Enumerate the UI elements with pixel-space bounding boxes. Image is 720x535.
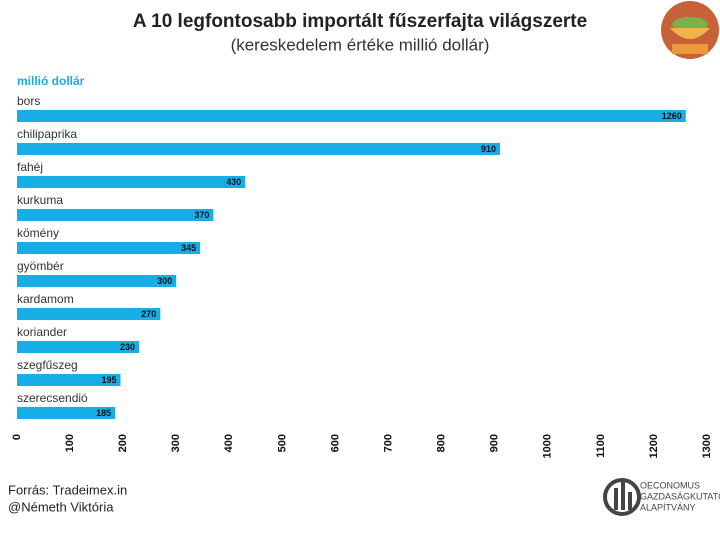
value-label: 910 [481, 144, 496, 154]
bar [17, 110, 686, 122]
value-label: 300 [157, 276, 172, 286]
author: @Németh Viktória [8, 499, 114, 514]
chart-title: A 10 legfontosabb importált fűszerfajta … [133, 11, 587, 32]
value-label: 270 [141, 309, 156, 319]
logo-text: GAZDASÁGKUTATÓ [640, 491, 720, 501]
x-tick-label: 800 [436, 434, 448, 452]
chart-subtitle: (kereskedelem értéke millió dollár) [231, 35, 490, 54]
x-tick-label: 0 [11, 434, 23, 440]
x-tick-label: 500 [276, 434, 288, 452]
logo-text: ALAPÍTVÁNY [640, 502, 696, 512]
bar [17, 407, 116, 419]
logo-mark [603, 478, 641, 516]
value-label: 345 [181, 243, 196, 253]
category-label: fahéj [17, 160, 43, 174]
category-label: szerecsendió [17, 391, 88, 405]
value-label: 195 [101, 375, 116, 385]
category-label: gyömbér [17, 259, 64, 273]
x-tick-label: 600 [329, 434, 341, 452]
x-tick-label: 1100 [595, 434, 607, 458]
x-tick-label: 700 [382, 434, 394, 452]
axis-label: millió dollár [17, 74, 85, 88]
category-label: kömény [17, 226, 59, 240]
bar [17, 275, 177, 287]
x-tick-label: 200 [117, 434, 129, 452]
category-label: bors [17, 94, 40, 108]
bar [17, 341, 140, 353]
x-tick-label: 300 [170, 434, 182, 452]
source: Forrás: Tradeimex.in [8, 482, 127, 497]
value-label: 1260 [662, 111, 682, 121]
category-label: kurkuma [17, 193, 63, 207]
bar [17, 143, 500, 155]
value-label: 230 [120, 342, 135, 352]
logo-text: OECONOMUS [640, 480, 700, 490]
x-tick-label: 1300 [701, 434, 713, 458]
category-label: chilipaprika [17, 127, 77, 141]
bar [17, 374, 121, 386]
category-label: szegfűszeg [17, 358, 78, 372]
bar [17, 176, 246, 188]
spice-icon [661, 1, 719, 59]
bar [17, 308, 161, 320]
x-tick-label: 900 [489, 434, 501, 452]
x-tick-label: 1200 [648, 434, 660, 458]
bar [17, 242, 201, 254]
x-tick-label: 100 [64, 434, 76, 452]
x-tick-label: 400 [223, 434, 235, 452]
bar [17, 209, 214, 221]
x-tick-label: 1000 [542, 434, 554, 458]
value-label: 430 [226, 177, 241, 187]
value-label: 370 [194, 210, 209, 220]
category-label: koriander [17, 325, 67, 339]
value-label: 185 [96, 408, 111, 418]
category-label: kardamom [17, 292, 74, 306]
